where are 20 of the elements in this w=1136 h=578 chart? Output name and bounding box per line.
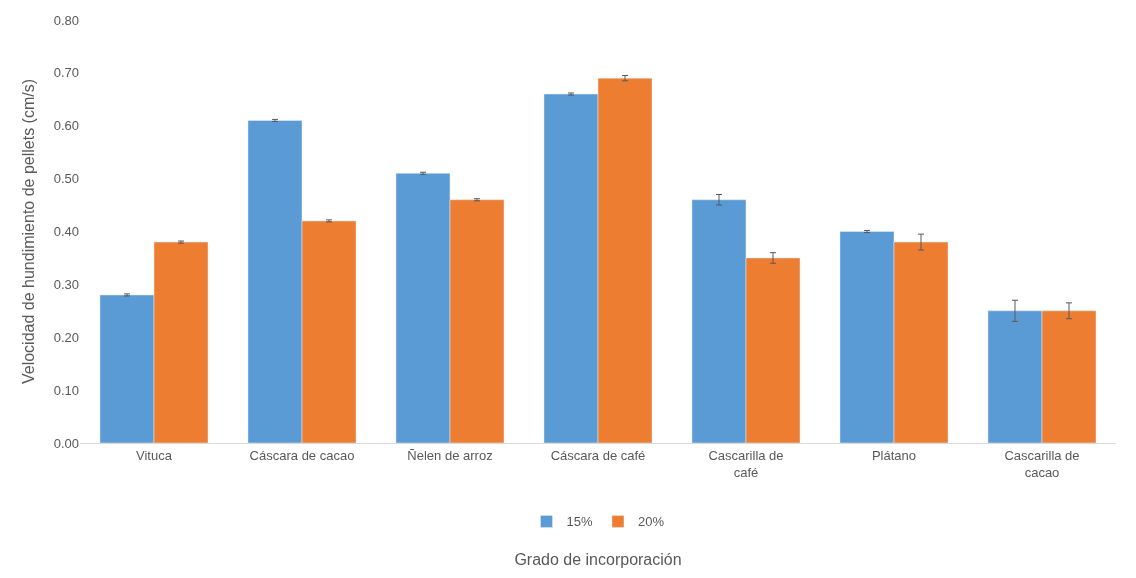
y-tick-label: 0.80	[53, 12, 79, 28]
x-tick-label: Vituca	[136, 447, 173, 463]
x-tick-label: Cáscara de cacao	[249, 447, 355, 463]
y-tick-label: 0.20	[53, 329, 79, 345]
x-tick-label: Cascarilla de café	[708, 447, 784, 480]
legend-label: 15%	[566, 514, 593, 530]
x-tick-label: Ñelen de arroz	[407, 447, 493, 463]
x-axis-title: Grado de incorporación	[514, 551, 682, 569]
x-tick-label: Plátano	[871, 447, 917, 463]
legend-label: 20%	[637, 514, 665, 530]
x-tick-label: Cascarilla de cacao	[1004, 447, 1080, 480]
x-tick-label: Cáscara de café	[550, 447, 646, 463]
y-tick-label: 0.50	[53, 171, 79, 187]
y-tick-label: 0.40	[53, 224, 79, 240]
y-tick-label: 0.10	[53, 382, 79, 398]
y-tick-label: 0.70	[53, 65, 79, 81]
y-axis-title: Velocidad de hundimiento de pellets (cm/s)	[19, 78, 37, 385]
y-tick-label: 0.00	[53, 435, 79, 451]
y-tick-label: 0.30	[53, 276, 79, 292]
y-tick-label: 0.60	[53, 118, 79, 134]
